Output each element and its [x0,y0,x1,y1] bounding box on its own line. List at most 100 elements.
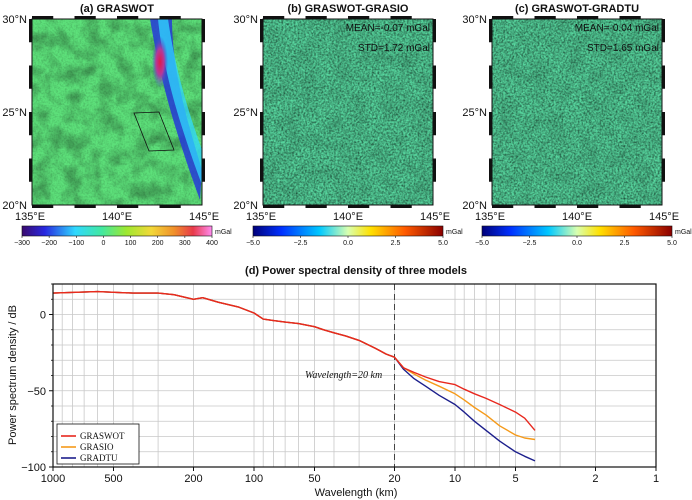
lat-tick-label: 25°N [233,107,258,119]
colorbar-unit: mGal [215,229,232,236]
frame-tick [29,65,32,89]
psd-chart: (d) Power spectral density of three mode… [7,265,659,499]
lon-tick-label: 135°E [246,211,276,223]
frame-tick [662,65,665,89]
chart-ticks: 1000 500 200 100 50 20 10 5 2 10−50−100 [21,283,659,485]
map-panel-1: (b) GRASWOT-GRASIO MEAN=-0.07 mGal STD=1.7… [233,3,463,247]
x-tick-label: 10 [449,473,461,485]
map-std: STD=1.72 mGal [358,43,430,54]
lat-tick-label: 30°N [462,14,487,26]
map-texture-coarse [263,19,433,205]
lat-tick-label: 25°N [2,107,27,119]
x-tick-label: 1 [653,473,659,485]
colorbar-tick-label: 5.0 [438,240,448,247]
legend-label-gradtu: GRADTU [80,453,118,463]
frame-tick [32,16,54,19]
gravity-high [152,36,168,88]
frame-tick [662,158,665,182]
y-tick-label: 0 [40,310,46,322]
chart-series [52,290,536,462]
frame-tick [489,112,492,136]
lon-tick-label: 135°E [475,211,505,223]
frame-tick [390,16,412,19]
frame-tick [260,65,263,89]
study-box [133,111,175,152]
map-title: (a) GRASWOT [80,3,154,15]
frame-tick [577,205,599,208]
series-line-graswot [52,290,536,431]
lon-tick-label: 140°E [562,211,592,223]
map-mean: MEAN=-0.04 mGal [575,23,659,34]
lon-tick-label: 145°E [649,211,679,223]
frame-tick [117,205,139,208]
colorbar-tick-label: 5.0 [667,240,677,247]
series-line-grasio [52,290,536,441]
frame-tick [433,65,436,89]
map-texture-coarse [492,19,662,205]
frame-tick [202,65,205,89]
frame-tick [577,16,599,19]
frame-tick [433,112,436,136]
frame-tick [29,19,32,43]
colorbar-tick-label: −5.0 [246,240,260,247]
colorbar [252,225,444,237]
lon-tick-label: 145°E [420,211,450,223]
legend-label-graswot: GRASWOT [80,431,125,441]
frame-tick [433,158,436,182]
colorbar [481,225,673,237]
frame-tick [348,205,370,208]
colorbar [21,225,213,237]
frame-tick [433,19,436,43]
frame-tick [489,158,492,182]
frame-tick [74,205,96,208]
frame-tick [662,19,665,43]
chart-xlabel: Wavelength (km) [315,487,398,499]
frame-tick [489,19,492,43]
x-tick-label: 5 [512,473,518,485]
frame-tick [263,16,285,19]
x-tick-label: 1000 [41,473,65,485]
colorbar-tick-label: −100 [68,240,84,247]
frame-tick [263,205,285,208]
frame-tick [32,205,54,208]
map-mean: MEAN=-0.07 mGal [346,23,430,34]
frame-tick [489,65,492,89]
frame-tick [305,205,327,208]
frame-tick [260,158,263,182]
colorbar-tick-label: −2.5 [523,240,537,247]
frame-tick [29,112,32,136]
frame-tick [305,16,327,19]
lon-tick-label: 140°E [333,211,363,223]
lat-tick-label: 25°N [462,107,487,119]
colorbar-tick-label: −300 [14,240,30,247]
legend-label-grasio: GRASIO [80,442,114,452]
x-tick-label: 2 [592,473,598,485]
colorbar-tick-label: 2.5 [391,240,401,247]
frame-tick [619,16,641,19]
x-tick-label: 200 [184,473,202,485]
lon-tick-label: 145°E [189,211,219,223]
frame-tick [202,19,205,43]
frame-tick [159,16,181,19]
frame-tick [74,16,96,19]
wavelength-annotation: Wavelength=20 km [305,370,382,381]
y-tick-label: −50 [27,386,46,398]
y-tick-label: −100 [21,462,46,474]
frame-tick [534,205,556,208]
lat-tick-label: 30°N [2,14,27,26]
colorbar-tick-label: 2.5 [620,240,630,247]
colorbar-tick-label: −2.5 [294,240,308,247]
colorbar-tick-label: 0.0 [572,240,582,247]
map-title: (c) GRASWOT-GRADTU [515,3,639,15]
lat-tick-label: 20°N [2,200,27,212]
lat-tick-label: 20°N [462,200,487,212]
x-tick-label: 500 [104,473,122,485]
colorbar-tick-label: −5.0 [475,240,489,247]
x-tick-label: 20 [388,473,400,485]
frame-tick [348,16,370,19]
map-panel-2: (c) GRASWOT-GRADTU MEAN=-0.04 mGal STD=1.6… [462,3,692,247]
frame-tick [390,205,412,208]
